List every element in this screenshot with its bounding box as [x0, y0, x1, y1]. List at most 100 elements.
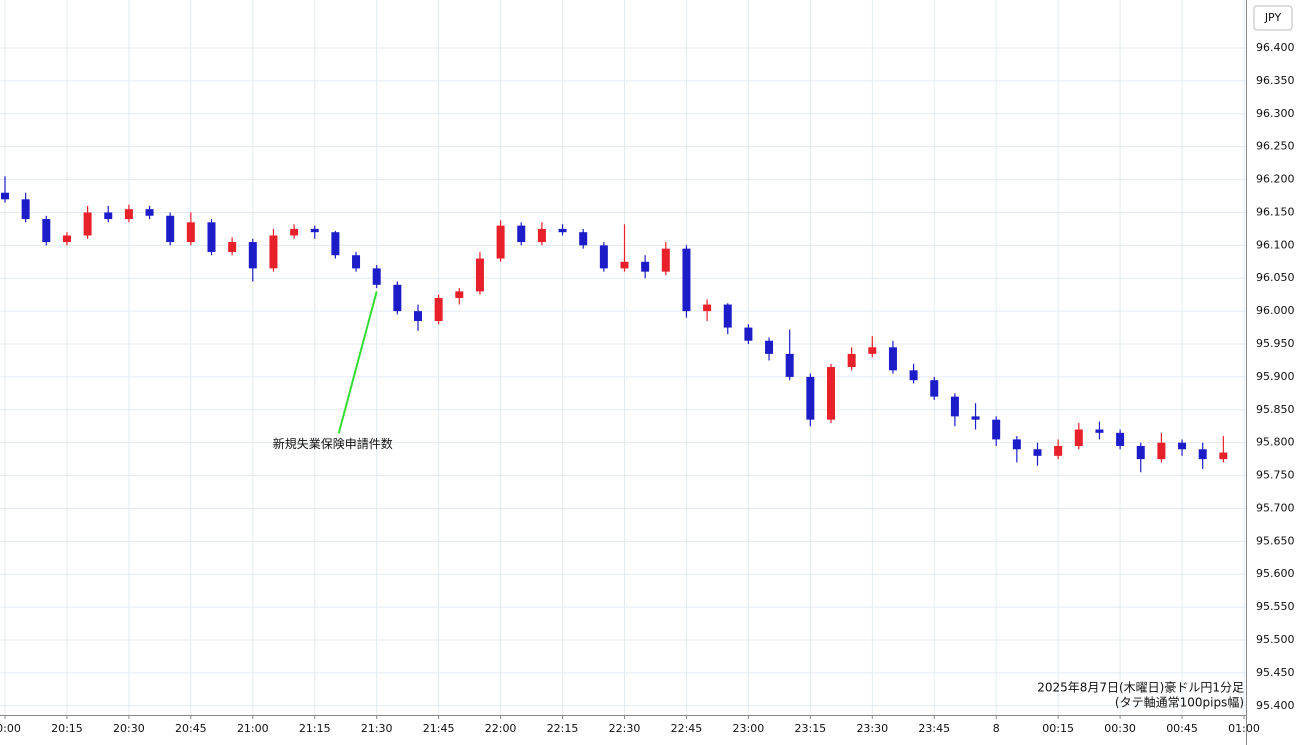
candle-body [1198, 449, 1207, 460]
y-tick-label: 95.900 [1256, 370, 1295, 383]
candle-body [1095, 429, 1104, 433]
x-tick-label: 22:30 [609, 722, 641, 735]
y-tick-label: 95.450 [1256, 666, 1295, 679]
x-tick-label: 21:30 [361, 722, 393, 735]
candle-body [62, 235, 71, 243]
candle-body [496, 225, 505, 259]
candle-body [682, 248, 691, 312]
candle-body [868, 347, 877, 354]
x-tick-label: 20:45 [175, 722, 207, 735]
candle-body [166, 215, 175, 243]
candle-body [21, 199, 30, 220]
y-tick-label: 96.250 [1256, 140, 1295, 153]
y-tick-label: 95.800 [1256, 436, 1295, 449]
candle-body [537, 228, 546, 243]
candle-body [455, 291, 464, 298]
candle-body [145, 209, 154, 216]
candle-body [290, 228, 299, 236]
y-tick-label: 95.850 [1256, 403, 1295, 416]
candle-body [661, 248, 670, 272]
candle-body [372, 268, 381, 285]
x-tick-label: 01:00 [1228, 722, 1260, 735]
candle-body [414, 311, 422, 321]
candle-body [806, 376, 815, 420]
y-tick-label: 96.050 [1256, 271, 1295, 284]
candle-body [827, 367, 835, 420]
candle-body [847, 353, 856, 368]
grid [0, 0, 1246, 715]
annotation-text: 新規失業保険申請件数 [273, 436, 393, 451]
candle-body [331, 232, 340, 256]
candle-body [1012, 439, 1021, 450]
candle-body [599, 245, 608, 269]
candle-body [1178, 442, 1187, 450]
candle-body [83, 212, 92, 236]
candle-body [1157, 442, 1166, 460]
candle-body [207, 222, 216, 252]
candle-body [909, 370, 918, 381]
candle-body [393, 284, 402, 312]
x-tick-label: 20:00 [0, 722, 21, 735]
candle-body [971, 416, 980, 420]
candle-body [352, 255, 361, 269]
x-tick-label: 20:30 [113, 722, 145, 735]
candle-body [888, 347, 897, 371]
candle-body [950, 396, 959, 417]
candle-body [992, 419, 1001, 440]
candle-body [434, 297, 443, 321]
currency-box [1253, 5, 1293, 31]
x-tick-label: 23:30 [856, 722, 888, 735]
annotations: 新規失業保険申請件数 [273, 291, 393, 451]
candle-body [248, 242, 257, 269]
x-tick-label: 20:15 [51, 722, 83, 735]
candle-body [641, 261, 650, 272]
candle-body [579, 232, 588, 246]
x-tick-label: 23:15 [794, 722, 826, 735]
x-tick-label: 22:15 [547, 722, 579, 735]
y-tick-label: 95.400 [1256, 699, 1295, 712]
currency-label: JPY [1264, 11, 1282, 24]
y-tick-label: 95.550 [1256, 600, 1295, 613]
candle-body [620, 261, 629, 269]
x-tick-label: 00:45 [1166, 722, 1198, 735]
candle-body [744, 327, 753, 341]
y-tick-label: 95.950 [1256, 337, 1295, 350]
y-tick-label: 96.200 [1256, 173, 1295, 186]
candle-body [930, 380, 939, 397]
candle-body [558, 228, 567, 233]
candle-body [1, 192, 9, 200]
y-tick-label: 95.750 [1256, 469, 1295, 482]
x-tick-label: 21:00 [237, 722, 269, 735]
candle-body [186, 222, 195, 243]
candle-body [1136, 445, 1145, 460]
x-tick-label: 00:15 [1042, 722, 1074, 735]
x-tick-label: 21:45 [423, 722, 455, 735]
candle-body [1054, 445, 1063, 456]
chart-title: 2025年8月7日(木曜日)豪ドル円1分足 [1037, 680, 1244, 695]
y-tick-label: 96.000 [1256, 304, 1295, 317]
candle-body [1074, 429, 1083, 446]
candle-body [124, 209, 133, 220]
candle-body [517, 225, 526, 243]
x-tick-label: 22:45 [671, 722, 703, 735]
candles [1, 176, 1228, 473]
y-tick-label: 95.700 [1256, 501, 1295, 514]
candle-body [269, 235, 278, 269]
y-tick-label: 95.650 [1256, 534, 1295, 547]
y-tick-label: 95.600 [1256, 567, 1295, 580]
candle-body [1033, 449, 1042, 456]
candle-body [104, 212, 113, 220]
y-tick-label: 96.100 [1256, 238, 1295, 251]
x-tick-label: 23:45 [918, 722, 950, 735]
candle-body [475, 258, 484, 292]
candle-body [723, 304, 732, 328]
y-tick-label: 96.300 [1256, 107, 1295, 120]
candle-body [765, 340, 774, 354]
x-tick-label: 23:00 [733, 722, 765, 735]
candle-body [310, 228, 319, 233]
y-tick-label: 96.400 [1256, 41, 1295, 54]
chart-subtitle: (タテ軸通常100pips幅) [1115, 695, 1244, 710]
y-tick-label: 96.350 [1256, 74, 1295, 87]
